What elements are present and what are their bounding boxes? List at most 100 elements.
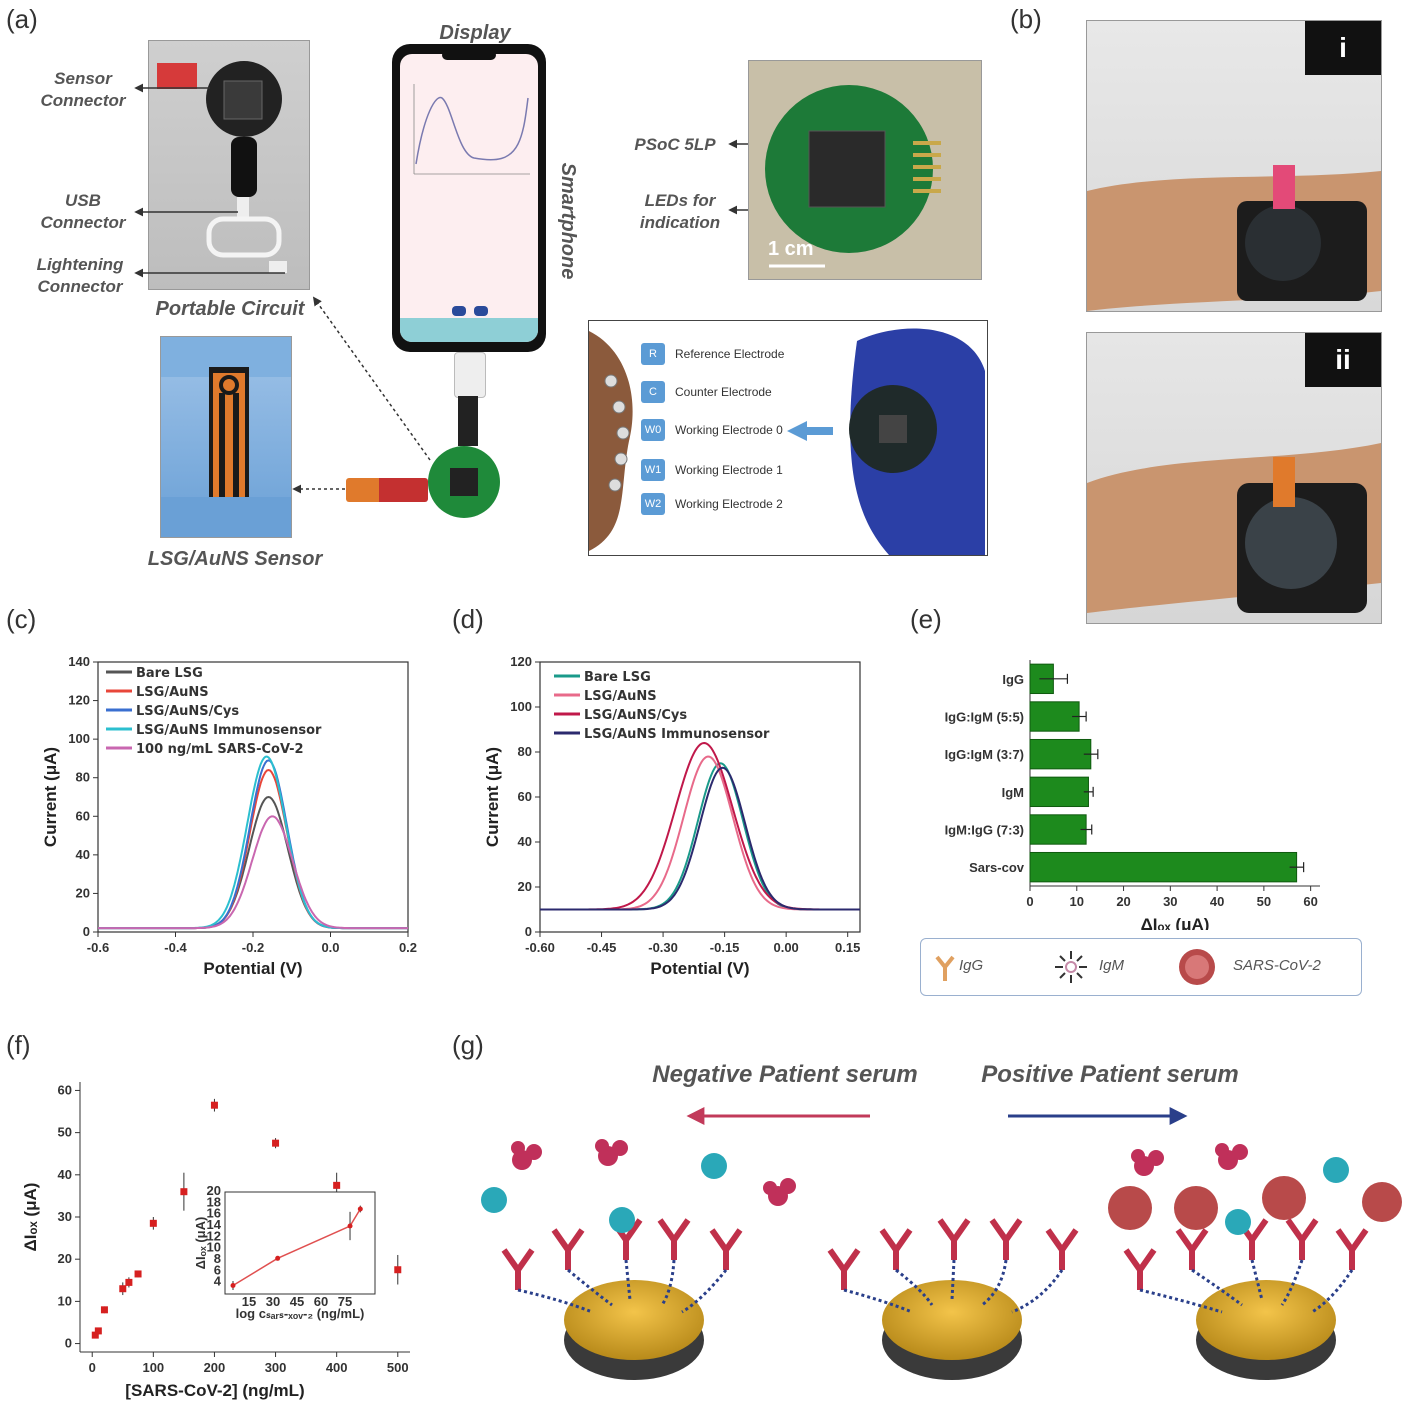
chart-e: 0 10 20 30 40 50 60 IgG IgG:IgM (5:5) IgG:IgM (3:… — [945, 660, 1320, 930]
legend-label: LSG/AuNS — [584, 689, 657, 704]
panel-label-g: (g) — [452, 1030, 484, 1060]
legend-e-box: IgG IgM SARS-CoV-2 — [920, 938, 1362, 996]
legend-label: Bare LSG — [584, 670, 651, 685]
series-line — [540, 766, 860, 911]
inset-y-tick-label: 4 — [214, 1274, 222, 1289]
lsg-sensor-photo — [160, 336, 292, 538]
x-tick-label: 0.2 — [399, 940, 417, 955]
electrode-label: Counter Electrode — [675, 385, 772, 399]
x-axis-title: [SARS-CoV-2] (ng/mL) — [125, 1381, 304, 1400]
igg-icon — [935, 955, 955, 981]
y-tick-label: 120 — [510, 654, 532, 669]
category-label: IgM:IgG (7:3) — [945, 823, 1024, 838]
series-line — [98, 755, 408, 930]
data-point — [91, 1331, 99, 1339]
portable-circuit-illustration — [157, 61, 287, 273]
y-tick-label: 0 — [83, 924, 90, 939]
bar — [1029, 776, 1089, 808]
inset-y-tick-label: 16 — [207, 1206, 221, 1221]
x-tick-label: -0.30 — [648, 940, 678, 955]
smartphone-screen — [400, 54, 538, 342]
electrode-label: Reference Electrode — [675, 347, 785, 361]
bar — [1029, 701, 1080, 732]
inset-x-tick-label: 30 — [266, 1294, 280, 1309]
data-point — [180, 1188, 188, 1196]
usb-connector-label: USB Connector — [40, 191, 126, 232]
x-tick-label: -0.60 — [525, 940, 555, 955]
chart-c: -0.6 -0.4 -0.2 0.0 0.2 0 20 40 60 80 100 120 140 Pote… — [41, 654, 417, 978]
electrode-badge: W1 — [641, 459, 665, 481]
wrist-illustration-ii — [1087, 443, 1381, 613]
x-tick-label: -0.15 — [710, 940, 740, 955]
albumin-particles — [481, 1153, 1349, 1235]
sensor-connector-label: Sensor Connector — [40, 69, 126, 110]
electrode-disk-right — [1196, 1280, 1336, 1380]
wrist-photo-ii-label: ii — [1305, 333, 1381, 387]
wrist-photo-i-label: i — [1305, 21, 1381, 75]
y-tick-label: 60 — [76, 808, 90, 823]
inset-x-axis-title: log cₛₐᵣₛ-ₓₒᵥ-₂ (ng/mL) — [236, 1306, 365, 1321]
category-label: IgG:IgM (5:5) — [945, 710, 1024, 725]
y-tick-label: 40 — [518, 834, 532, 849]
inset-data-point — [275, 1255, 281, 1261]
electrode-diagram: R Reference Electrode C Counter Electrod… — [588, 320, 988, 556]
x-tick-label: 10 — [1070, 894, 1084, 909]
category-label: IgM — [1002, 785, 1024, 800]
y-tick-label: 40 — [58, 1167, 72, 1182]
y-tick-label: 60 — [518, 789, 532, 804]
x-tick-label: -0.6 — [87, 940, 109, 955]
electrode-row-w2: W2 Working Electrode 2 — [641, 493, 783, 515]
smartphone-notch — [442, 50, 496, 60]
lightning-cable — [454, 352, 486, 398]
inset-y-tick-label: 10 — [207, 1240, 221, 1255]
electrode-label: Working Electrode 2 — [675, 497, 783, 511]
x-tick-label: 30 — [1163, 894, 1177, 909]
electrode-row-c: C Counter Electrode — [641, 381, 772, 403]
data-point — [210, 1101, 218, 1109]
sars-cov-2-particles — [1108, 1176, 1402, 1230]
x-axis-title: Potential (V) — [203, 959, 302, 978]
cable-connector — [458, 396, 478, 446]
category-label: IgG — [1002, 672, 1024, 687]
x-tick-label: 0 — [1026, 894, 1033, 909]
panel-label-d: (d) — [452, 604, 484, 634]
electrode-row-w0: W0 Working Electrode 0 — [641, 419, 783, 441]
category-label: Sars-cov — [969, 860, 1025, 875]
pcb-photo — [748, 60, 982, 280]
bar — [1029, 851, 1298, 883]
y-tick-label: 140 — [68, 654, 90, 669]
y-tick-label: 100 — [68, 731, 90, 746]
x-tick-label: 60 — [1303, 894, 1317, 909]
smartphone — [392, 44, 546, 352]
x-tick-label: 100 — [142, 1360, 164, 1375]
panel-label-c: (c) — [6, 604, 37, 634]
y-tick-label: 80 — [518, 744, 532, 759]
inset-data-point — [357, 1206, 363, 1212]
data-point — [119, 1285, 127, 1293]
series-line — [98, 759, 408, 930]
inset-y-tick-label: 18 — [207, 1194, 221, 1209]
y-tick-label: 100 — [510, 699, 532, 714]
chart-f: 0 100 200 300 400 500 0 10 20 30 40 50 60 [SARS-CoV-2… — [21, 1082, 410, 1400]
inset-y-tick-label: 8 — [214, 1251, 221, 1266]
y-tick-label: 20 — [76, 885, 90, 900]
inset-x-tick-label: 45 — [290, 1294, 304, 1309]
legend-label: LSG/AuNS/Cys — [584, 708, 687, 723]
inset-x-tick-label: 60 — [314, 1294, 328, 1309]
y-tick-label: 0 — [65, 1336, 72, 1351]
display-label: Display — [439, 22, 511, 44]
bar — [1029, 814, 1087, 845]
data-point — [134, 1270, 142, 1278]
y-tick-label: 30 — [58, 1209, 72, 1224]
electrode-badge: C — [641, 381, 665, 403]
smartphone-label: Smartphone — [557, 162, 579, 280]
panel-label-a: (a) — [6, 4, 38, 34]
inset-x-tick-label: 15 — [242, 1294, 256, 1309]
inset-frame — [224, 1191, 376, 1295]
y-tick-label: 10 — [58, 1293, 72, 1308]
category-label: IgG:IgM (3:7) — [945, 747, 1024, 762]
panel-label-f: (f) — [6, 1030, 31, 1060]
lsg-sensor-caption: LSG/AuNS Sensor — [147, 548, 323, 570]
legend-label: Bare LSG — [136, 666, 203, 681]
psoc-label: PSoC 5LP — [634, 135, 716, 154]
